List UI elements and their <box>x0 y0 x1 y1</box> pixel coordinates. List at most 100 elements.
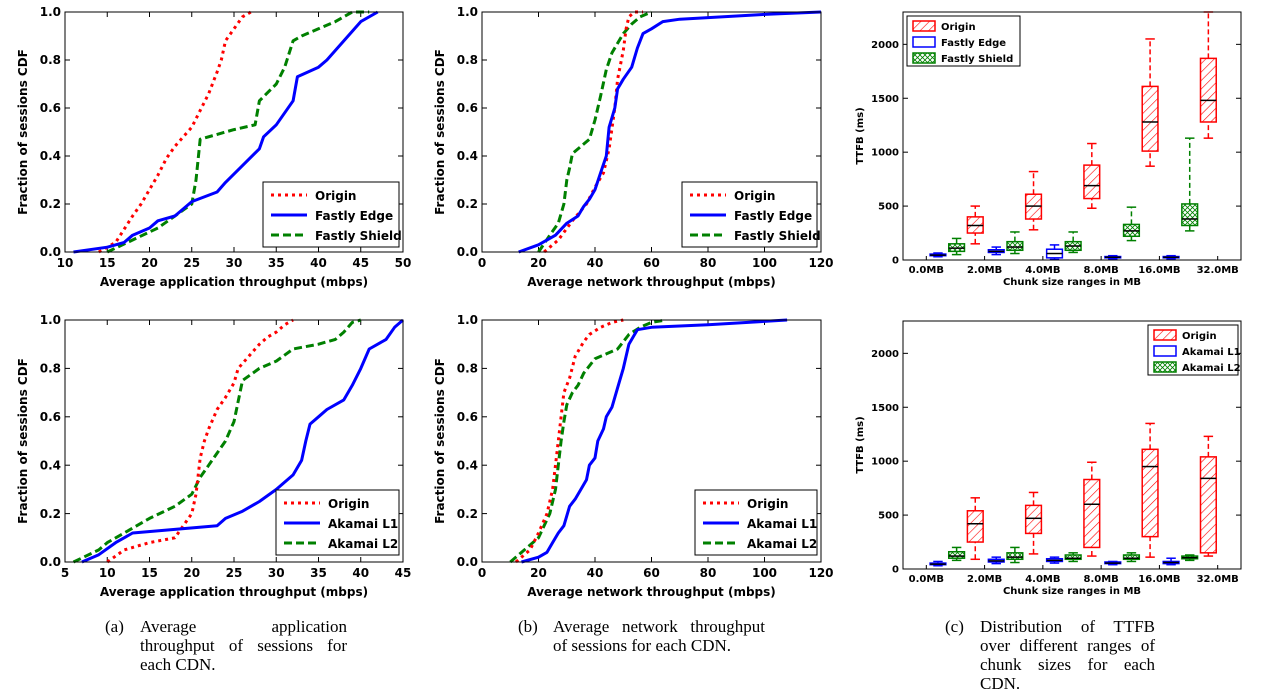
y-tick-label-1: 500 <box>878 202 899 213</box>
x-tick-label-5: 32.0MB <box>1197 265 1239 276</box>
box-0-1 <box>987 246 1005 256</box>
x-tick-label-1: 20 <box>530 256 547 270</box>
plot-frame <box>64 11 404 253</box>
y-tick-label-2: 0.4 <box>40 149 61 163</box>
legend-label-0: Origin <box>1182 331 1217 342</box>
box-2-2 <box>1083 142 1101 209</box>
x-tick-label-2: 40 <box>587 256 604 270</box>
legend-label-2: Fastly Shield <box>315 229 402 243</box>
box-body <box>1083 478 1101 549</box>
x-axis-label: Average network throughput (mbps) <box>527 275 776 289</box>
y-tick-label-2: 0.4 <box>457 458 478 472</box>
x-tick-label-1: 20 <box>530 566 547 580</box>
caption-c-label: (c) <box>945 617 964 636</box>
x-tick-label-0: 5 <box>61 566 69 580</box>
x-axis-label: Average application throughput (mbps) <box>100 585 368 599</box>
y-tick-label-0: 0.0 <box>457 245 478 259</box>
box-1-3 <box>1122 206 1141 242</box>
box-2-4 <box>1199 11 1217 139</box>
box-1-0 <box>947 237 966 256</box>
x-tick-label-8: 45 <box>395 566 412 580</box>
box-body <box>1083 164 1101 200</box>
series-line-1 <box>73 10 379 254</box>
legend-label-0: Origin <box>328 497 369 511</box>
box-0-1 <box>987 556 1005 565</box>
box-1-0 <box>947 546 966 562</box>
box-0-0 <box>929 560 947 567</box>
legend-label-0: Origin <box>734 189 775 203</box>
series-line-2 <box>537 10 653 253</box>
box-2-1 <box>1024 491 1043 555</box>
x-tick-label-6: 120 <box>808 256 833 270</box>
chart-panel-1: 0.0 0.2 0.4 0.6 0.8 1.0 10 15 20 25 30 35 40 45 50 Orig… <box>16 5 411 289</box>
box-0-2 <box>1045 244 1064 261</box>
chart-panel-6: 0 500 1000 1500 2000 0.0MB 2.0MB 4.0MB 8.0MB 16.0… <box>855 320 1242 597</box>
x-tick-label-5: 100 <box>752 566 777 580</box>
x-tick-label-2: 40 <box>587 566 604 580</box>
box-body <box>1024 504 1043 535</box>
box-2-0 <box>966 497 984 561</box>
x-axis-label: Chunk size ranges in MB <box>1003 277 1141 288</box>
plot-frame <box>481 319 822 563</box>
y-tick-label-2: 1000 <box>871 457 899 468</box>
y-tick-label-2: 1000 <box>871 148 899 159</box>
box-body <box>1006 552 1024 561</box>
y-tick-label-3: 0.6 <box>457 410 478 424</box>
legend-swatch-0 <box>1153 329 1177 341</box>
y-tick-label-5: 1.0 <box>457 5 478 19</box>
caption-b-text: Average network throughput of sessions f… <box>553 617 765 655</box>
y-tick-label-1: 500 <box>878 511 899 522</box>
box-1-2 <box>1064 552 1082 563</box>
x-tick-label-4: 16.0MB <box>1138 265 1180 276</box>
series-line-1 <box>518 10 822 254</box>
y-tick-label-5: 1.0 <box>457 313 478 327</box>
y-axis-label: Fraction of sessions CDF <box>433 358 447 524</box>
box-body <box>947 550 966 559</box>
box-1-4 <box>1181 554 1199 562</box>
x-tick-label-3: 8.0MB <box>1083 265 1118 276</box>
y-axis-label: TTFB (ms) <box>855 416 866 473</box>
legend-label-2: Akamai L2 <box>328 537 398 551</box>
box-2-3 <box>1141 38 1159 167</box>
chart-panel-4: 0.0 0.2 0.4 0.6 0.8 1.0 5 10 15 20 25 30 35 40 45 Origi… <box>16 313 411 599</box>
y-tick-label-1: 0.2 <box>457 197 478 211</box>
y-tick-label-1: 0.2 <box>40 507 61 521</box>
box-body <box>1122 554 1141 561</box>
plot-frame <box>902 11 1242 261</box>
y-axis-label: Fraction of sessions CDF <box>16 49 30 215</box>
box-0-3 <box>1104 560 1122 566</box>
box-0-3 <box>1104 254 1122 260</box>
x-tick-label-0: 0.0MB <box>909 265 944 276</box>
y-tick-label-3: 0.6 <box>40 410 61 424</box>
x-tick-label-1: 2.0MB <box>967 265 1002 276</box>
box-body <box>1181 203 1199 227</box>
x-tick-label-4: 80 <box>700 256 717 270</box>
x-tick-label-4: 16.0MB <box>1138 574 1180 585</box>
y-tick-label-4: 2000 <box>871 40 899 51</box>
box-2-4 <box>1199 435 1217 557</box>
legend-label-0: Origin <box>941 22 976 33</box>
x-tick-label-7: 40 <box>352 566 369 580</box>
y-tick-label-0: 0 <box>892 256 899 267</box>
legend-label-1: Akamai L1 <box>747 517 817 531</box>
box-1-3 <box>1122 552 1141 563</box>
x-tick-label-7: 45 <box>352 256 369 270</box>
legend-label-1: Fastly Edge <box>941 38 1006 49</box>
box-body <box>1006 240 1024 252</box>
y-tick-label-5: 1.0 <box>40 5 61 19</box>
plot-frame <box>64 319 404 563</box>
box-body <box>1141 448 1159 538</box>
x-tick-label-3: 60 <box>643 566 660 580</box>
box-2-2 <box>1083 461 1101 557</box>
x-tick-label-4: 30 <box>226 256 243 270</box>
y-tick-label-3: 1500 <box>871 403 899 414</box>
y-tick-label-0: 0.0 <box>40 245 61 259</box>
x-tick-label-2: 20 <box>141 256 158 270</box>
x-tick-label-3: 8.0MB <box>1083 574 1118 585</box>
x-tick-label-5: 32.0MB <box>1197 574 1239 585</box>
x-tick-label-4: 80 <box>700 566 717 580</box>
legend-label-1: Fastly Edge <box>315 209 393 223</box>
x-tick-label-2: 15 <box>141 566 158 580</box>
box-body <box>1064 554 1082 561</box>
